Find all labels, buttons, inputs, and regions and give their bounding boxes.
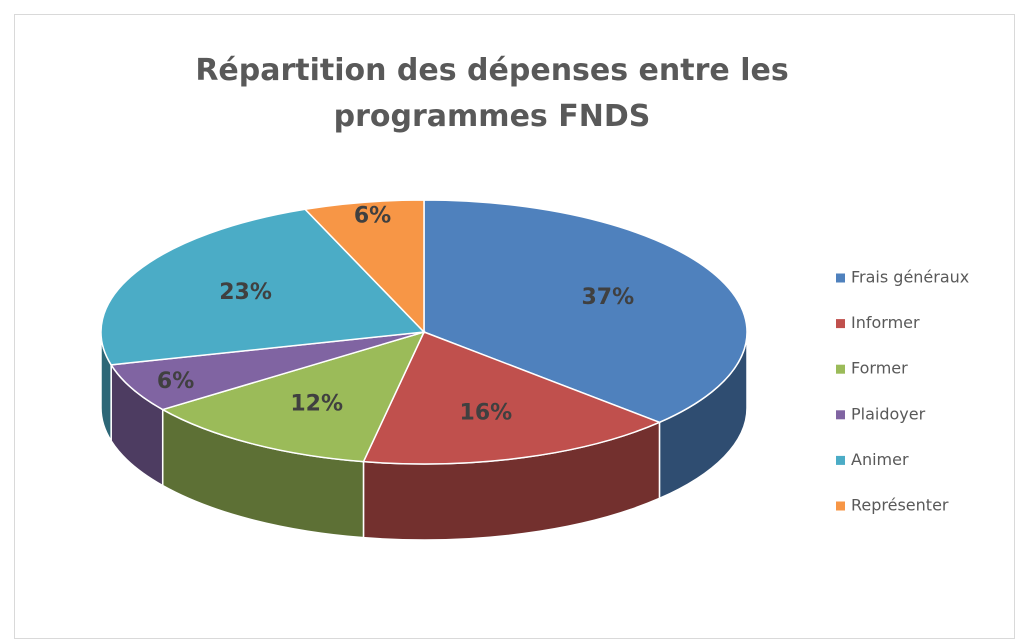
data-label: 6% xyxy=(354,203,391,228)
data-label: 23% xyxy=(219,280,272,305)
data-label: 16% xyxy=(460,401,513,426)
data-label: 6% xyxy=(157,369,194,394)
legend-swatch xyxy=(836,364,845,374)
slice xyxy=(160,330,426,463)
legend-swatch xyxy=(836,455,845,465)
data-label: 37% xyxy=(581,285,634,310)
legend-swatch xyxy=(836,501,845,511)
slice xyxy=(303,199,425,334)
slice xyxy=(100,208,426,366)
chart-title: Répartition des dépenses entre les progr… xyxy=(195,53,789,134)
legend-label: Animer xyxy=(851,450,909,469)
legend-swatch xyxy=(836,273,845,283)
legend-label: Informer xyxy=(851,313,920,332)
legend-swatch xyxy=(836,319,845,329)
legend-swatch xyxy=(836,410,845,420)
legend-label: Plaidoyer xyxy=(851,404,926,423)
legend-label: Représenter xyxy=(851,496,949,515)
slice xyxy=(423,199,748,424)
slice xyxy=(109,331,425,411)
data-label: 12% xyxy=(290,392,343,417)
legend-label: Former xyxy=(851,359,908,378)
slice xyxy=(362,331,662,465)
legend-label: Frais généraux xyxy=(851,268,969,287)
